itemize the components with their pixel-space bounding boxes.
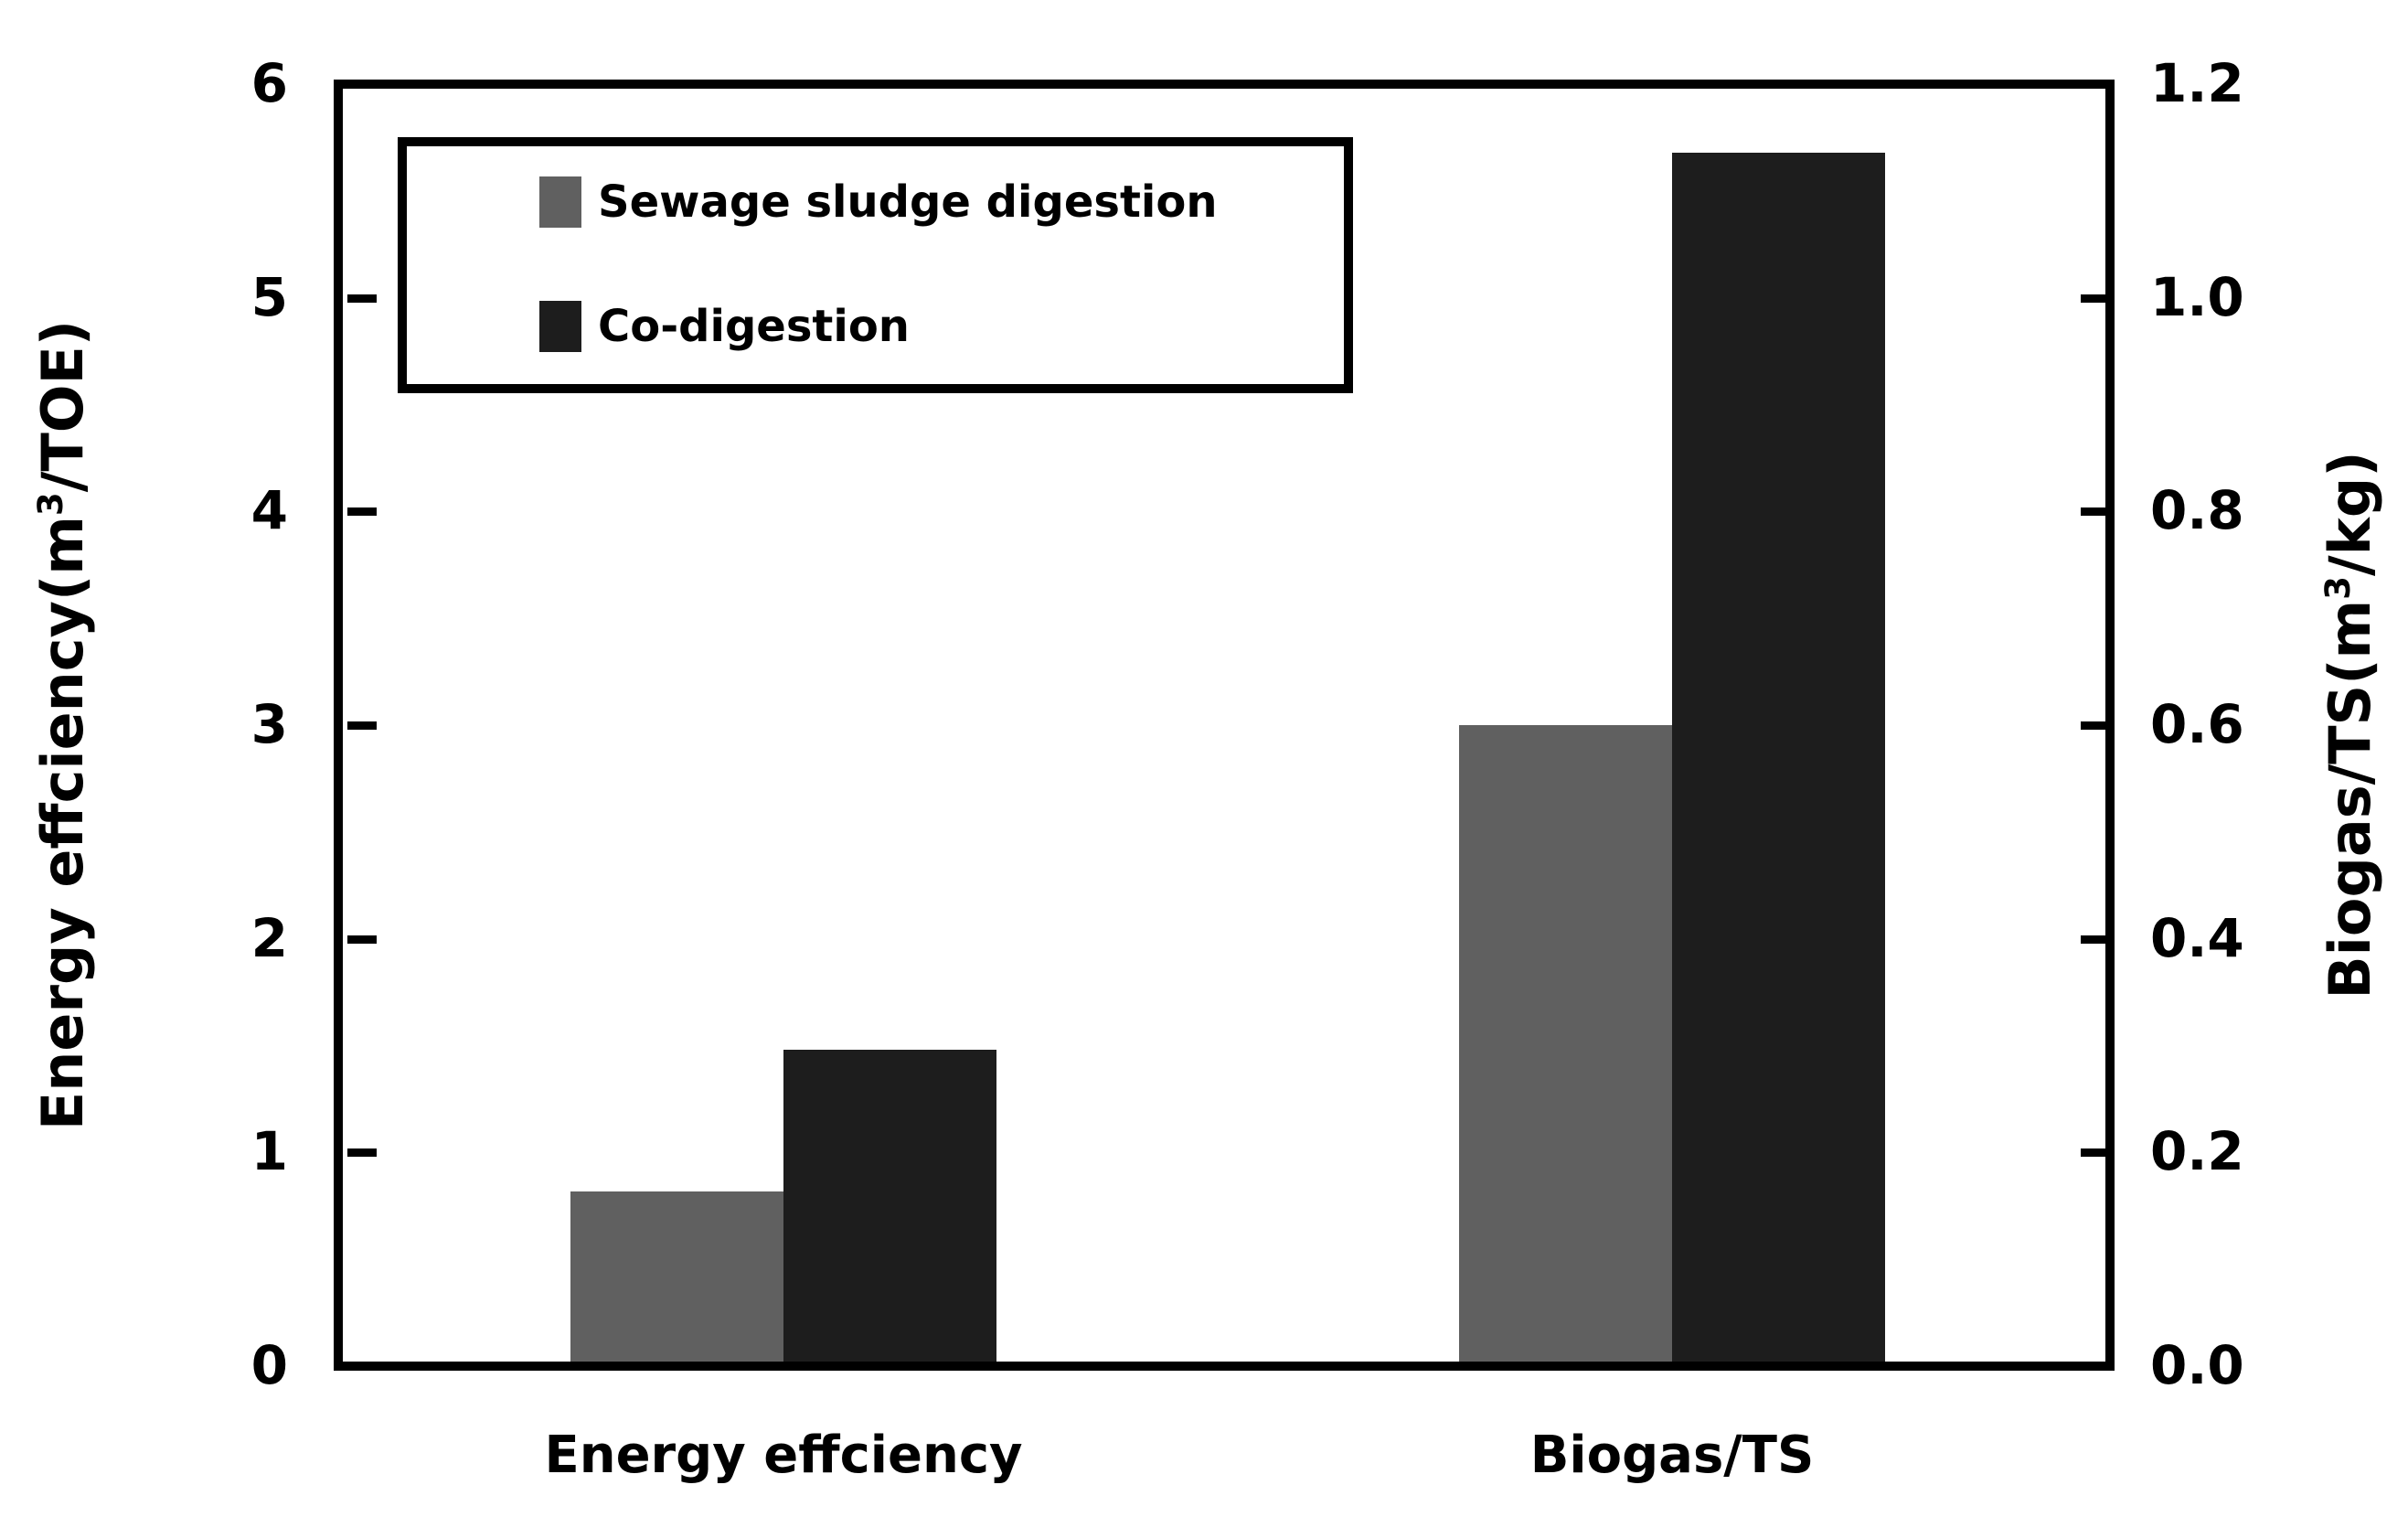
left-axis-tick-mark [347, 935, 377, 944]
right-axis-title-superscript: 3 [2317, 575, 2359, 600]
legend-item-label: Co-digestion [598, 301, 910, 352]
legend-swatch-black [539, 301, 581, 352]
right-axis-tick-label: 0.4 [2150, 906, 2244, 969]
legend-item: Co-digestion [539, 300, 910, 353]
left-axis-tick-label: 5 [250, 265, 288, 328]
left-axis-title-superscript: 3 [30, 492, 71, 517]
right-axis-tick-label: 0.0 [2150, 1334, 2244, 1396]
legend: Sewage sludge digestion Co-digestion [398, 137, 1353, 393]
right-axis-tick-label: 1.0 [2150, 265, 2244, 328]
left-axis-tick-label: 3 [250, 693, 288, 755]
right-axis-tick-label: 0.6 [2150, 693, 2244, 755]
right-axis-tick-mark [2081, 721, 2110, 730]
left-axis-tick-mark [347, 507, 377, 517]
legend-item: Sewage sludge digestion [539, 176, 1218, 229]
bar-co-digestion [1672, 153, 1885, 1362]
legend-swatch-gray [539, 176, 581, 228]
left-axis-tick-mark [347, 1362, 377, 1371]
bar-sewage-sludge-digestion [570, 1191, 783, 1362]
bar-co-digestion [783, 1050, 996, 1362]
right-axis-tick-mark [2081, 507, 2110, 517]
right-axis-tick-mark [2081, 1148, 2110, 1158]
left-axis-tick-mark [347, 721, 377, 730]
left-axis-title: Energy effciency(m3/TOE) [22, 320, 96, 1130]
right-axis-tick-mark [2081, 80, 2110, 89]
bar-sewage-sludge-digestion [1459, 725, 1672, 1362]
left-axis-tick-mark [347, 1148, 377, 1158]
left-axis-title-unit: /TOE) [28, 319, 96, 493]
left-axis-title-text: Energy effciency(m [28, 516, 96, 1131]
x-axis-category-label: Energy effciency [544, 1426, 1023, 1485]
left-axis-tick-label: 4 [250, 479, 288, 542]
right-axis-tick-label: 0.2 [2150, 1120, 2244, 1183]
left-axis-tick-label: 2 [250, 906, 288, 969]
right-axis-tick-mark [2081, 294, 2110, 303]
right-axis-tick-mark [2081, 935, 2110, 944]
left-axis-tick-label: 6 [250, 52, 288, 114]
left-axis-tick-mark [347, 80, 377, 89]
legend-item-label: Sewage sludge digestion [598, 176, 1218, 228]
right-axis-tick-mark [2081, 1362, 2110, 1371]
x-axis-category-label: Biogas/TS [1529, 1426, 1815, 1485]
left-axis-tick-label: 1 [250, 1120, 288, 1183]
left-axis-tick-mark [347, 294, 377, 303]
right-axis-tick-label: 1.2 [2150, 52, 2244, 114]
right-axis-tick-label: 0.8 [2150, 479, 2244, 542]
left-axis-tick-label: 0 [250, 1334, 288, 1396]
